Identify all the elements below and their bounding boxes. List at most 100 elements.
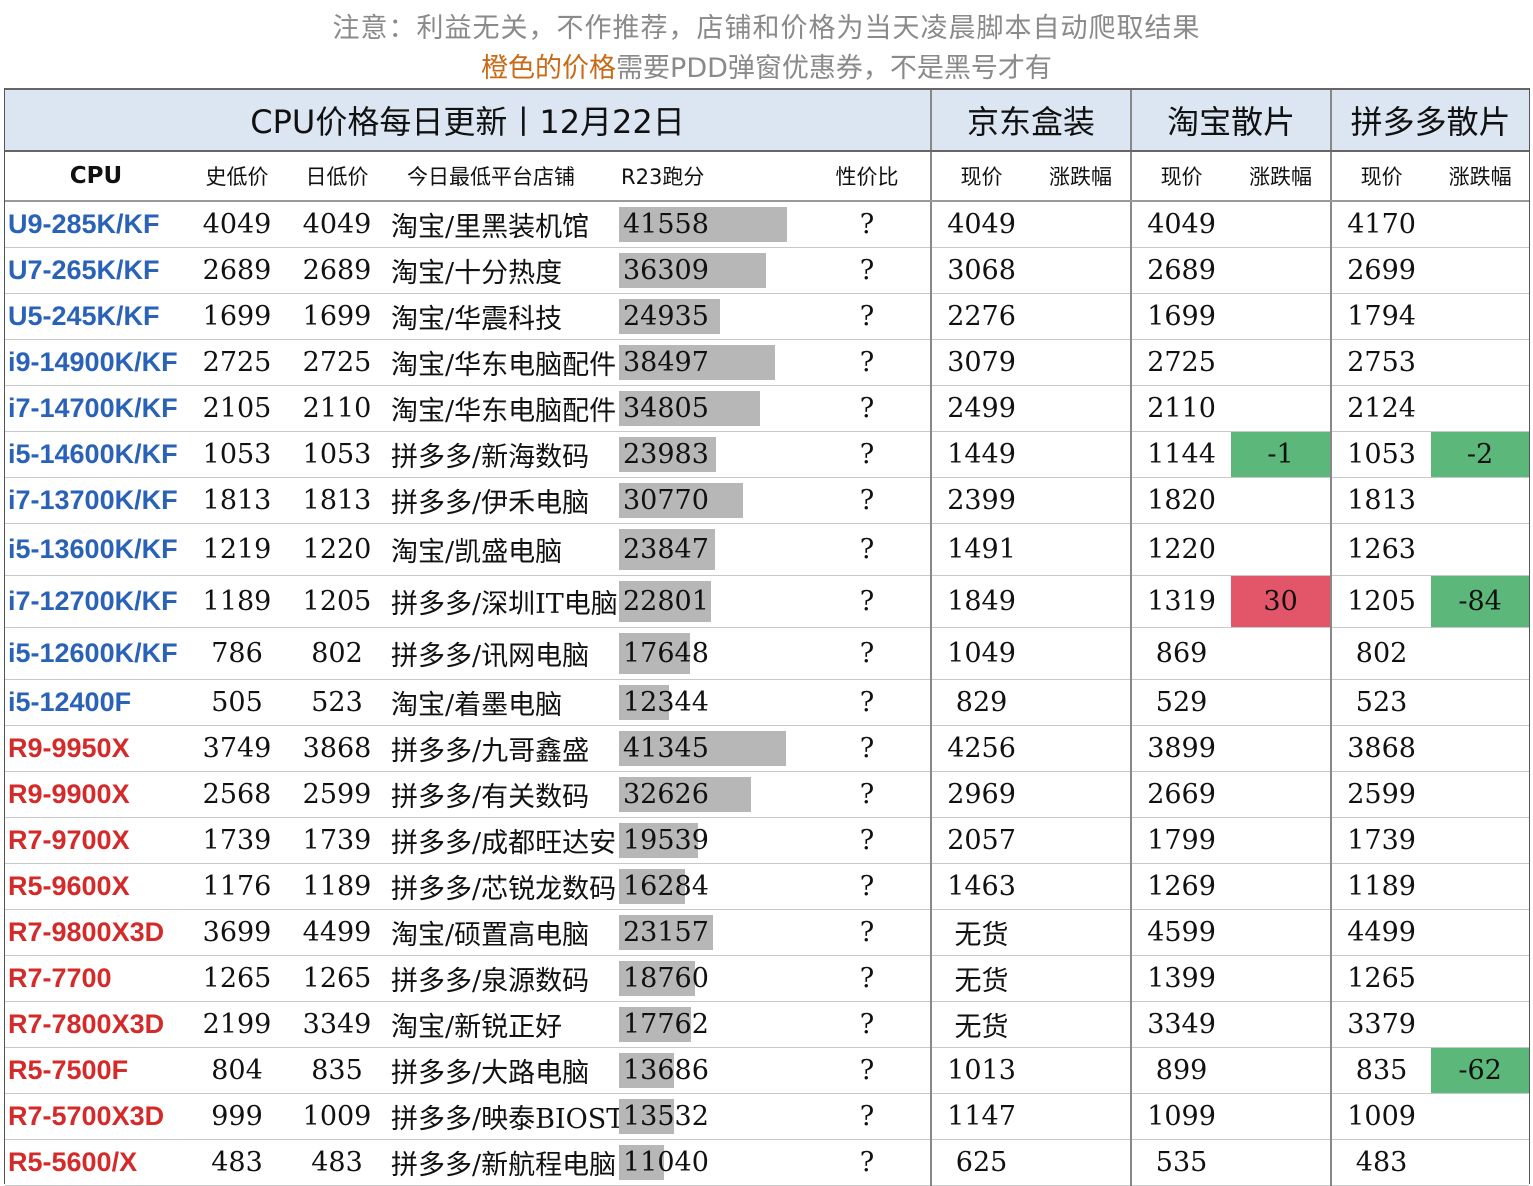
col-pdd-change: 涨跌幅 — [1431, 151, 1530, 202]
lowest-shop: 淘宝/华震科技 — [387, 293, 619, 340]
r23-score-text: 38497 — [623, 347, 709, 378]
r23-score: 12344 — [619, 679, 804, 726]
jd-change — [1031, 523, 1132, 576]
r23-score-bar — [619, 869, 685, 904]
r23-score-text: 18760 — [623, 963, 709, 994]
r23-score: 22801 — [619, 575, 804, 628]
taobao-change — [1231, 627, 1332, 680]
jd-price: 1449 — [930, 431, 1032, 478]
table-row: i5-12400F 505 523 淘宝/着墨电脑 12344? 829 529 523 — [5, 679, 1530, 726]
table-row: R7-7700 1265 1265 拼多多/泉源数码 18760? 无货 1399 1265 — [5, 955, 1530, 1002]
value-ratio: ? — [804, 771, 932, 818]
day-low-price: 3349 — [287, 1001, 387, 1048]
jd-price: 4256 — [930, 725, 1032, 772]
pdd-price: 483 — [1330, 1139, 1432, 1186]
taobao-change — [1231, 293, 1332, 340]
r23-score-text: 17762 — [623, 1009, 709, 1040]
r23-score: 16284 — [619, 863, 804, 910]
cpu-name: R7-5700X3D — [5, 1093, 187, 1140]
value-ratio: ? — [804, 339, 932, 386]
r23-score-bar — [619, 1053, 674, 1088]
r23-score-bar — [619, 391, 760, 426]
hist-low-price: 2689 — [187, 247, 287, 294]
jd-change — [1031, 339, 1132, 386]
jd-price: 3079 — [930, 339, 1032, 386]
jd-change — [1031, 201, 1132, 248]
taobao-change — [1231, 477, 1332, 524]
r23-score-bar — [619, 299, 720, 334]
value-ratio: ? — [804, 575, 932, 628]
pdd-price: 802 — [1330, 627, 1432, 680]
r23-score-text: 19539 — [623, 825, 709, 856]
taobao-change — [1231, 679, 1332, 726]
table-row: i5-14600K/KF 1053 1053 拼多多/新海数码 23983? 1449 11… — [5, 431, 1530, 478]
r23-score-text: 30770 — [623, 485, 709, 516]
pdd-change — [1431, 1139, 1530, 1186]
pdd-price: 835 — [1330, 1047, 1432, 1094]
cpu-name: R5-7500F — [5, 1047, 187, 1094]
table-row: R7-9800X3D 3699 4499 淘宝/硕置高电脑 23157? 无货 4599 44… — [5, 909, 1530, 956]
r23-score-bar — [619, 529, 715, 570]
pdd-change — [1431, 385, 1530, 432]
cpu-name: i9-14900K/KF — [5, 339, 187, 386]
value-ratio: ? — [804, 477, 932, 524]
r23-score-bar — [619, 915, 713, 950]
taobao-price: 4049 — [1130, 201, 1232, 248]
pdd-price: 3868 — [1330, 725, 1432, 772]
taobao-price: 2689 — [1130, 247, 1232, 294]
taobao-price: 3899 — [1130, 725, 1232, 772]
pdd-change — [1431, 725, 1530, 772]
cpu-name: R5-5600/X — [5, 1139, 187, 1186]
cpu-name: U5-245K/KF — [5, 293, 187, 340]
pdd-price: 2699 — [1330, 247, 1432, 294]
taobao-price: 1799 — [1130, 817, 1232, 864]
day-low-price: 4049 — [287, 201, 387, 248]
hist-low-price: 3749 — [187, 725, 287, 772]
lowest-shop: 拼多多/伊禾电脑 — [387, 477, 619, 524]
r23-score-bar — [619, 581, 711, 622]
taobao-price: 2110 — [1130, 385, 1232, 432]
r23-score: 41345 — [619, 725, 804, 772]
hist-low-price: 1699 — [187, 293, 287, 340]
pdd-change — [1431, 1001, 1530, 1048]
cpu-name: i5-13600K/KF — [5, 523, 187, 576]
pdd-change — [1431, 523, 1530, 576]
table-row: i7-14700K/KF 2105 2110 淘宝/华东电脑配件 34805? 2499 2… — [5, 385, 1530, 432]
col-r23: R23跑分 — [619, 151, 804, 202]
r23-score-bar — [619, 437, 716, 472]
r23-score-bar — [619, 633, 690, 674]
taobao-price: 2725 — [1130, 339, 1232, 386]
r23-score-text: 22801 — [623, 586, 709, 617]
hist-low-price: 1189 — [187, 575, 287, 628]
cpu-name: R5-9600X — [5, 863, 187, 910]
jd-price: 3068 — [930, 247, 1032, 294]
pdd-change — [1431, 909, 1530, 956]
taobao-change — [1231, 201, 1332, 248]
col-jd-now: 现价 — [930, 151, 1032, 202]
jd-change — [1031, 909, 1132, 956]
lowest-shop: 淘宝/硕置高电脑 — [387, 909, 619, 956]
day-low-price: 523 — [287, 679, 387, 726]
col-jd-change: 涨跌幅 — [1031, 151, 1132, 202]
table-row: i7-12700K/KF11891205拼多多/深圳IT电脑配22801?184… — [5, 575, 1530, 628]
value-ratio: ? — [804, 293, 932, 340]
notice-orange-text: 橙色的价格 — [481, 53, 617, 84]
pdd-price: 4499 — [1330, 909, 1432, 956]
value-ratio: ? — [804, 679, 932, 726]
notice-line-2: 橙色的价格需要PDD弹窗优惠券，不是黑号才有 — [0, 46, 1533, 85]
pdd-price: 1205 — [1330, 575, 1432, 628]
r23-score-bar — [619, 823, 698, 858]
r23-score-text: 36309 — [623, 255, 709, 286]
lowest-shop: 拼多多/讯网电脑 — [387, 627, 619, 680]
day-low-price: 802 — [287, 627, 387, 680]
jd-change — [1031, 955, 1132, 1002]
jd-price: 2057 — [930, 817, 1032, 864]
pdd-change — [1431, 627, 1530, 680]
table-row: i5-13600K/KF 1219 1220 淘宝/凯盛电脑 23847? 1491 122… — [5, 523, 1530, 576]
r23-score: 17648 — [619, 627, 804, 680]
table-row: R7-9700X 1739 1739 拼多多/成都旺达安 19539? 2057 1799 1… — [5, 817, 1530, 864]
notice-banner: 注意：利益无关，不作推荐，店铺和价格为当天凌晨脚本自动爬取结果 橙色的价格需要P… — [0, 0, 1533, 88]
day-low-price: 2599 — [287, 771, 387, 818]
pdd-price: 1009 — [1330, 1093, 1432, 1140]
pdd-price: 1739 — [1330, 817, 1432, 864]
